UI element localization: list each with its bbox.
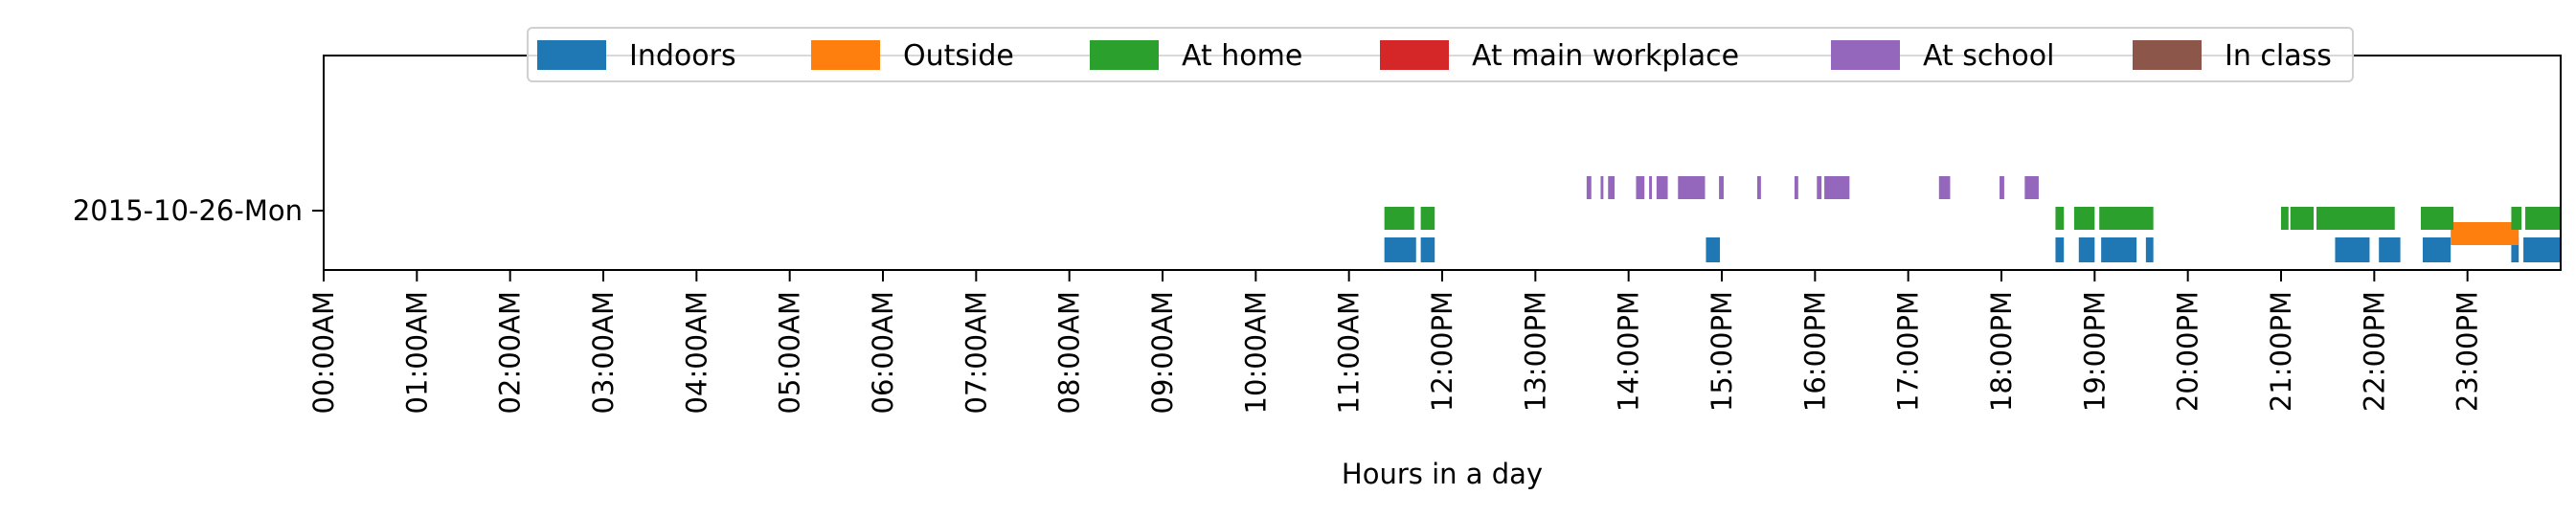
x-tick-label: 16:00PM — [1798, 291, 1831, 412]
interval-bar — [1384, 207, 1414, 230]
interval-bar — [2101, 237, 2137, 262]
series-at-home — [1384, 207, 2561, 230]
interval-bar — [1586, 176, 1592, 199]
interval-bar — [2055, 237, 2065, 262]
interval-bar — [1420, 237, 1435, 262]
interval-bar — [2335, 237, 2370, 262]
x-tick-label: 01:00AM — [400, 291, 433, 414]
interval-bar — [1706, 237, 1721, 262]
x-tick-label: 07:00AM — [960, 291, 992, 414]
interval-bar — [2523, 237, 2561, 262]
interval-bar — [1656, 176, 1668, 199]
x-tick-label: 09:00AM — [1146, 291, 1179, 414]
interval-bar — [2511, 207, 2522, 230]
legend-entry-at-school: At school — [1831, 39, 2054, 73]
legend-label: At school — [1923, 39, 2054, 73]
legend-swatch — [1380, 40, 1449, 70]
series-indoors — [1384, 237, 2561, 262]
x-tick-label: 20:00PM — [2172, 291, 2204, 412]
interval-bar — [1608, 176, 1616, 199]
interval-bar — [1817, 176, 1822, 199]
interval-bar — [2451, 222, 2520, 245]
interval-bar — [2281, 207, 2289, 230]
interval-bar — [2421, 207, 2454, 230]
interval-bar — [1600, 176, 1604, 199]
x-tick-label: 13:00PM — [1519, 291, 1551, 412]
legend-swatch — [537, 40, 606, 70]
y-axis: 2015-10-26-Mon — [73, 194, 324, 227]
interval-bar — [1649, 176, 1652, 199]
legend-entry-in-class: In class — [2133, 39, 2332, 73]
interval-bar — [2000, 176, 2004, 199]
legend-swatch — [811, 40, 880, 70]
interval-bar — [1636, 176, 1645, 199]
interval-bar — [2145, 237, 2154, 262]
interval-bar — [2511, 237, 2520, 262]
x-tick-label: 21:00PM — [2265, 291, 2297, 412]
interval-bar — [2099, 207, 2154, 230]
x-tick-label: 18:00PM — [1985, 291, 2018, 412]
x-tick-label: 22:00PM — [2358, 291, 2390, 412]
legend-label: Indoors — [629, 39, 736, 73]
legend-entry-at-home: At home — [1090, 39, 1302, 73]
interval-bar — [2024, 176, 2039, 199]
interval-bar — [1719, 176, 1724, 199]
y-tick-label: 2015-10-26-Mon — [73, 194, 303, 227]
x-tick-label: 03:00AM — [587, 291, 620, 414]
series-outside — [2451, 222, 2520, 245]
interval-bar — [1384, 237, 1416, 262]
legend-label: At home — [1182, 39, 1302, 73]
interval-bar — [2290, 207, 2315, 230]
x-tick-label: 06:00AM — [867, 291, 899, 414]
legend-label: At main workplace — [1472, 39, 1739, 73]
interval-bar — [1824, 176, 1850, 199]
x-tick-label: 19:00PM — [2078, 291, 2111, 412]
x-tick-label: 23:00PM — [2452, 291, 2484, 412]
legend-label: Outside — [903, 39, 1014, 73]
interval-bar — [2379, 237, 2401, 262]
legend-swatch — [1090, 40, 1159, 70]
series-at-school — [1586, 176, 2039, 199]
chart-marks — [1384, 176, 2561, 262]
legend-entry-at-main-workplace: At main workplace — [1380, 39, 1739, 73]
x-tick-label: 04:00AM — [680, 291, 712, 414]
interval-bar — [1794, 176, 1798, 199]
x-tick-label: 11:00AM — [1333, 291, 1366, 414]
interval-bar — [2525, 207, 2561, 230]
x-tick-label: 15:00PM — [1706, 291, 1738, 412]
legend: Indoors Outside At home At main workplace At… — [527, 27, 2354, 82]
x-tick-label: 05:00AM — [774, 291, 806, 414]
interval-bar — [1756, 176, 1761, 199]
x-tick-label: 14:00PM — [1613, 291, 1645, 412]
x-tick-label: 17:00PM — [1892, 291, 1925, 412]
x-tick-label: 08:00AM — [1053, 291, 1086, 414]
legend-entry-outside: Outside — [811, 39, 1014, 73]
x-tick-label: 00:00AM — [307, 291, 340, 414]
x-tick-label: 12:00PM — [1426, 291, 1458, 412]
x-axis-label: Hours in a day — [1342, 458, 1543, 490]
legend-entry-indoors: Indoors — [537, 39, 736, 73]
interval-bar — [2422, 237, 2452, 262]
interval-bar — [2073, 207, 2095, 230]
interval-bar — [1420, 207, 1435, 230]
interval-bar — [1938, 176, 1951, 199]
x-tick-label: 02:00AM — [494, 291, 527, 414]
plot-frame — [323, 55, 2562, 271]
interval-bar — [2078, 237, 2095, 262]
legend-swatch — [2133, 40, 2202, 70]
legend-swatch — [1831, 40, 1900, 70]
x-axis: 00:00AM 01:00AM 02:00AM 03:00AM 04:00AM 05:00… — [307, 270, 2484, 414]
interval-bar — [2055, 207, 2065, 230]
x-tick-label: 10:00AM — [1239, 291, 1272, 414]
interval-bar — [2316, 207, 2395, 230]
interval-bar — [1678, 176, 1706, 199]
legend-label: In class — [2225, 39, 2332, 73]
